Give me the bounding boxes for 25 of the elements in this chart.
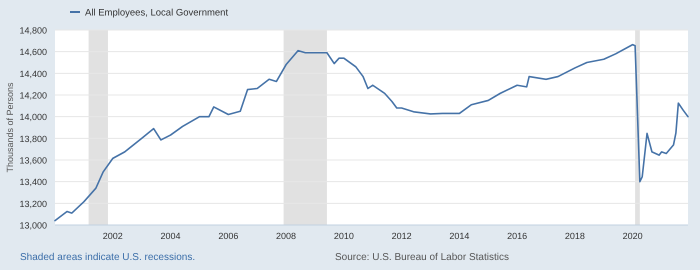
x-tick-label: 2016 [507,231,528,241]
legend-label: All Employees, Local Government [85,8,228,18]
y-axis-title: Thousands of Persons [5,82,15,173]
y-tick-label: 13,000 [19,220,47,230]
y-tick-label: 13,800 [19,134,47,144]
y-tick-label: 14,400 [19,68,47,79]
source-note: Source: U.S. Bureau of Labor Statistics [335,252,509,263]
y-tick-label: 13,400 [19,177,47,188]
text: Shaded areas indicate U.S. recessions. [20,252,196,263]
line-series [54,44,689,222]
x-tick-label: 2010 [334,231,354,241]
y-tick-label: 14,800 [19,26,47,36]
y-tick-label: 13,600 [19,156,47,166]
x-tick-label: 2014 [449,231,470,241]
x-tick-label: 2008 [276,231,296,241]
x-tick-label: 2018 [564,231,585,241]
y-tick-label: 14,600 [19,47,47,58]
x-tick-label: 2006 [218,231,238,241]
x-tick-label: 2012 [392,231,412,241]
x-tick-label: 2020 [622,231,643,241]
x-tick-label: 2002 [102,231,123,241]
y-tick-label: 14,200 [19,90,47,100]
y-tick-label: 14,000 [19,112,47,122]
x-tick-label: 2004 [160,231,181,241]
y-tick-label: 13,200 [19,198,47,209]
